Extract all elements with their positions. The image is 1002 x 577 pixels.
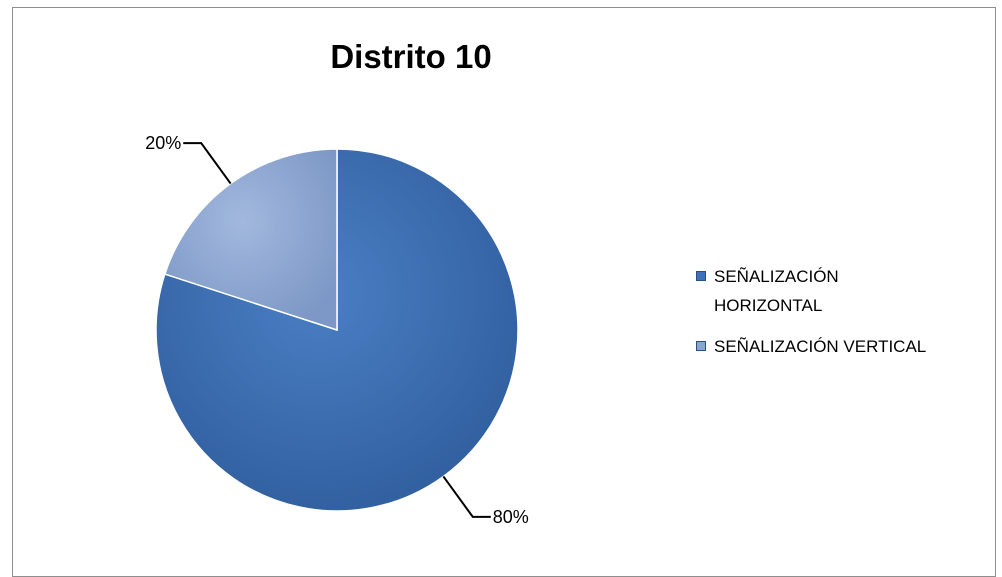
legend-label-vertical: SEÑALIZACIÓN VERTICAL xyxy=(714,337,927,356)
data-label-horizontal: 80% xyxy=(493,507,529,527)
pie-slice-vertical xyxy=(163,148,338,332)
leader-line-horizontal xyxy=(442,475,491,518)
legend-swatch-horizontal xyxy=(696,271,706,281)
chart-title: Distrito 10 xyxy=(330,38,492,75)
legend-swatch-vertical xyxy=(696,341,706,351)
legend-item-horizontal: SEÑALIZACIÓN HORIZONTAL xyxy=(696,262,936,320)
legend-item-vertical: SEÑALIZACIÓN VERTICAL xyxy=(696,332,936,361)
legend-label-horizontal: SEÑALIZACIÓN HORIZONTAL xyxy=(714,267,839,315)
leader-line-vertical xyxy=(183,142,232,185)
pie-chart: 80% 20% xyxy=(145,133,529,527)
chart-legend: SEÑALIZACIÓN HORIZONTAL SEÑALIZACIÓN VER… xyxy=(696,262,936,361)
data-label-vertical: 20% xyxy=(145,133,181,153)
